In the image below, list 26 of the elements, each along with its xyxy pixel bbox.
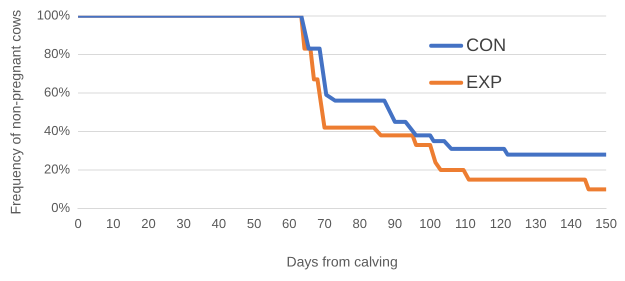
x-tick-label: 20: [141, 216, 156, 231]
y-tick-label: 20%: [44, 162, 70, 177]
x-tick-label: 40: [212, 216, 226, 231]
x-tick-label: 140: [560, 216, 582, 231]
y-axis-title: Frequency of non-pregnant cows: [7, 10, 24, 215]
x-tick-label: 150: [595, 216, 618, 231]
x-tick-label: 50: [246, 216, 262, 231]
x-tick-label: 110: [454, 216, 476, 231]
x-tick-label: 0: [74, 216, 82, 231]
x-tick-label: 90: [388, 216, 402, 231]
x-tick-label: 100: [419, 216, 441, 231]
legend-label: CON: [466, 34, 506, 55]
x-tick-label: 10: [106, 216, 120, 231]
x-tick-label: 80: [352, 216, 367, 231]
x-tick-label: 30: [176, 216, 191, 231]
y-tick-label: 100%: [36, 7, 70, 22]
y-tick-label: 80%: [44, 46, 70, 61]
x-tick-label: 70: [317, 216, 332, 231]
y-tick-label: 0%: [51, 200, 70, 216]
legend-label: EXP: [466, 72, 502, 92]
x-tick-label: 130: [524, 216, 547, 231]
y-tick-label: 40%: [44, 123, 70, 138]
x-tick-label: 60: [282, 216, 297, 231]
x-axis-title: Days from calving: [286, 253, 398, 270]
x-tick-label: 120: [490, 216, 512, 231]
y-tick-label: 60%: [44, 84, 70, 100]
